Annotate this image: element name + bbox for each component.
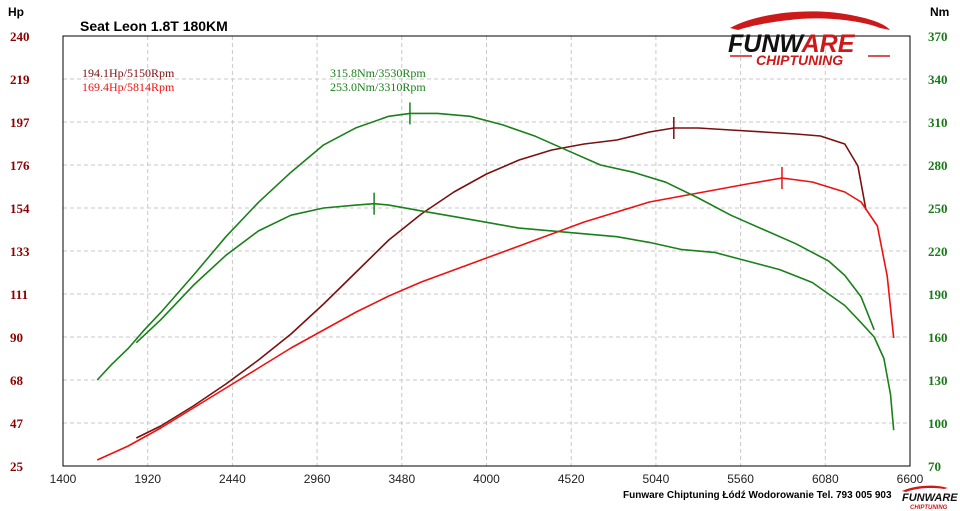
curves: [96, 112, 895, 461]
right-tick-label: 100: [928, 416, 948, 431]
curve-power: [135, 127, 867, 439]
left-tick-label: 111: [10, 287, 28, 302]
brand-logo: FUNWARE CHIPTUNING: [728, 11, 890, 68]
right-tick-label: 70: [928, 459, 941, 474]
brand-name: FUNWARE: [728, 30, 856, 58]
torque-after-label: 315.8Nm/3530Rpm: [330, 66, 426, 80]
plot-frame: [62, 35, 911, 467]
left-tick-label: 197: [10, 115, 30, 130]
left-tick-label: 176: [10, 158, 30, 173]
torque-before-label: 253.0Nm/3310Rpm: [330, 80, 426, 94]
left-tick-label: 47: [10, 416, 24, 431]
right-tick-label: 280: [928, 158, 948, 173]
x-tick-label: 4000: [473, 472, 500, 486]
car-swoosh-icon: [730, 11, 890, 30]
footer-mini-logo: FUNWARE CHIPTUNING: [902, 485, 958, 511]
x-tick-label: 3480: [388, 472, 415, 486]
right-tick-label: 220: [928, 244, 948, 259]
x-tick-label: 2440: [219, 472, 246, 486]
x-tick-label: 4520: [558, 472, 585, 486]
x-tick-label: 5560: [727, 472, 754, 486]
right-tick-label: 190: [928, 287, 948, 302]
footer-contact: Funware Chiptuning Łódź Wodorowanie Tel.…: [623, 490, 892, 501]
mini-brand-subtitle: CHIPTUNING: [910, 505, 948, 511]
right-tick-label: 340: [928, 72, 948, 87]
x-tick-label: 1400: [50, 472, 77, 486]
power-after-label: 194.1Hp/5150Rpm: [82, 66, 175, 80]
mini-brand-name: FUNWARE: [902, 492, 958, 504]
right-tick-label: 310: [928, 115, 948, 130]
right-tick-label: 250: [928, 201, 948, 216]
left-axis-ticks: 240 219 197 176 154 133 111 90 68 47 25: [10, 29, 30, 474]
peak-markers: [373, 102, 783, 215]
mini-swoosh-icon: [902, 485, 948, 492]
x-tick-label: 1920: [134, 472, 161, 486]
left-tick-label: 90: [10, 330, 23, 345]
power-before-label: 169.4Hp/5814Rpm: [82, 80, 175, 94]
left-tick-label: 219: [10, 72, 30, 87]
left-tick-label: 240: [10, 29, 30, 44]
x-tick-label: 5040: [643, 472, 670, 486]
right-tick-label: 370: [928, 29, 948, 44]
x-tick-label: 2960: [304, 472, 331, 486]
brand-subtitle: CHIPTUNING: [756, 52, 843, 68]
left-tick-label: 133: [10, 244, 30, 259]
curve-power: [96, 177, 895, 461]
right-axis-unit: Nm: [930, 5, 949, 19]
x-tick-label: 6080: [812, 472, 839, 486]
right-axis-ticks: 370 340 310 280 250 220 190 160 130 100 70: [928, 29, 948, 474]
left-tick-label: 68: [10, 373, 24, 388]
curve-torque: [96, 112, 875, 381]
left-tick-label: 154: [10, 201, 30, 216]
curve-torque: [135, 202, 895, 431]
x-axis-ticks: 1400 1920 2440 2960 3480 4000 4520 5040 5560 6080…: [50, 472, 924, 486]
left-tick-label: 25: [10, 459, 24, 474]
chart-title: Seat Leon 1.8T 180KM: [80, 18, 228, 34]
right-tick-label: 130: [928, 373, 948, 388]
x-tick-label: 6600: [897, 472, 924, 486]
left-axis-unit: Hp: [8, 5, 24, 19]
right-tick-label: 160: [928, 330, 948, 345]
